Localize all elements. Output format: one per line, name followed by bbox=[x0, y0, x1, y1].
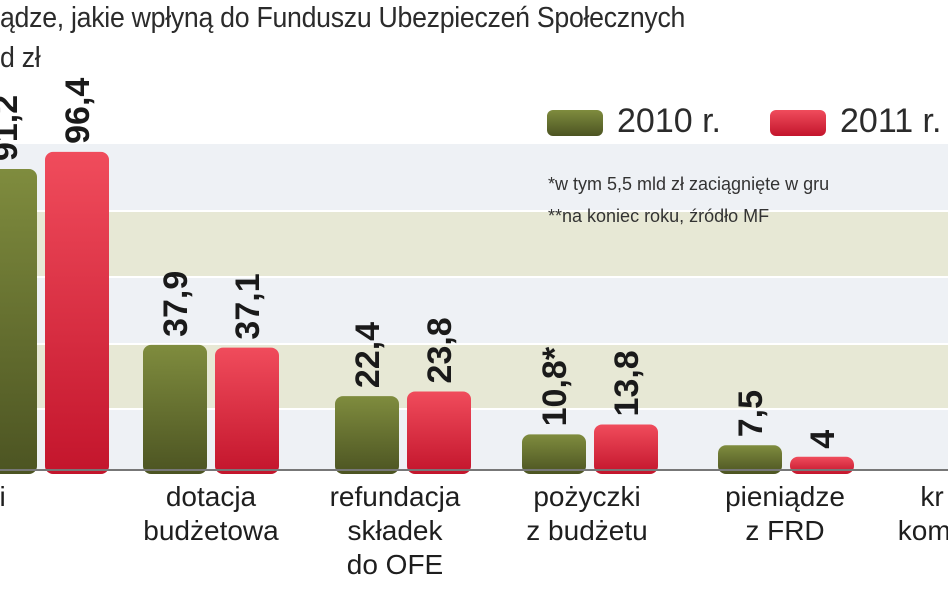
legend-swatch-2011 bbox=[770, 110, 826, 136]
category-label-line: do OFE bbox=[346, 549, 444, 580]
bar-2010-3 bbox=[522, 434, 586, 474]
category-label-1: dotacja budżetowa bbox=[111, 480, 311, 548]
category-label-line: pieniądze bbox=[725, 481, 845, 512]
value-label-2011-0: 96,4 bbox=[59, 78, 97, 144]
bar-2010-2 bbox=[335, 396, 399, 474]
bar-2011-2 bbox=[407, 391, 471, 474]
category-label-3: pożyczki z budżetu bbox=[487, 480, 687, 548]
category-label-line: kome bbox=[897, 515, 948, 546]
category-label-line: budżetowa bbox=[143, 515, 279, 546]
value-label-2010-4: 7,5 bbox=[732, 390, 770, 437]
bar-2010-1 bbox=[143, 344, 207, 474]
value-label-2010-1: 37,9 bbox=[157, 271, 195, 337]
bar-2011-0 bbox=[45, 151, 109, 474]
category-label-0: adki bbox=[0, 480, 80, 514]
value-label-2010-2: 22,4 bbox=[349, 322, 387, 388]
bar-2011-1 bbox=[215, 347, 279, 474]
category-label-line: pożyczki bbox=[533, 481, 641, 512]
category-label-line: z FRD bbox=[745, 515, 825, 546]
legend-label-2010: 2010 r. bbox=[617, 102, 721, 140]
legend-swatch-2010 bbox=[547, 110, 603, 136]
grid-band bbox=[0, 144, 948, 211]
category-label-5: krkome bbox=[832, 480, 948, 548]
bar-2011-3 bbox=[594, 424, 658, 474]
value-label-2011-3: 13,8 bbox=[608, 350, 646, 416]
category-label-line: adki bbox=[0, 481, 6, 512]
grid-band bbox=[0, 211, 948, 277]
category-label-line: refundacja bbox=[329, 481, 461, 512]
category-label-line: z budżetu bbox=[526, 515, 648, 546]
bar-2010-4 bbox=[718, 445, 782, 474]
category-label-line: kr bbox=[920, 481, 944, 512]
legend-label-2011: 2011 r. bbox=[840, 102, 942, 140]
category-label-2: refundacja składek do OFE bbox=[295, 480, 495, 582]
footnote-loan: *w tym 5,5 mld zł zaciągnięte w gru bbox=[548, 174, 830, 194]
category-label-line: dotacja bbox=[165, 481, 257, 512]
category-label-line: składek bbox=[347, 515, 443, 546]
grid-band bbox=[0, 344, 948, 409]
grid-band bbox=[0, 277, 948, 344]
bar-2011-4 bbox=[790, 456, 854, 474]
category-label-4: pieniądze z FRD bbox=[685, 480, 885, 548]
footnote-source: **na koniec roku, źródło MF bbox=[548, 206, 770, 226]
chart-unit: d zł bbox=[0, 42, 41, 74]
value-label-2011-1: 37,1 bbox=[229, 273, 267, 339]
bar-2010-0 bbox=[0, 169, 37, 474]
chart-title: ądze, jakie wpłyną do Funduszu Ubezpiecz… bbox=[0, 2, 686, 34]
value-label-2011-4: 4 bbox=[804, 430, 842, 449]
value-label-2011-2: 23,8 bbox=[421, 317, 459, 383]
value-label-2010-3: 10,8* bbox=[536, 346, 574, 426]
value-label-2010-0: 91,2 bbox=[0, 95, 25, 161]
